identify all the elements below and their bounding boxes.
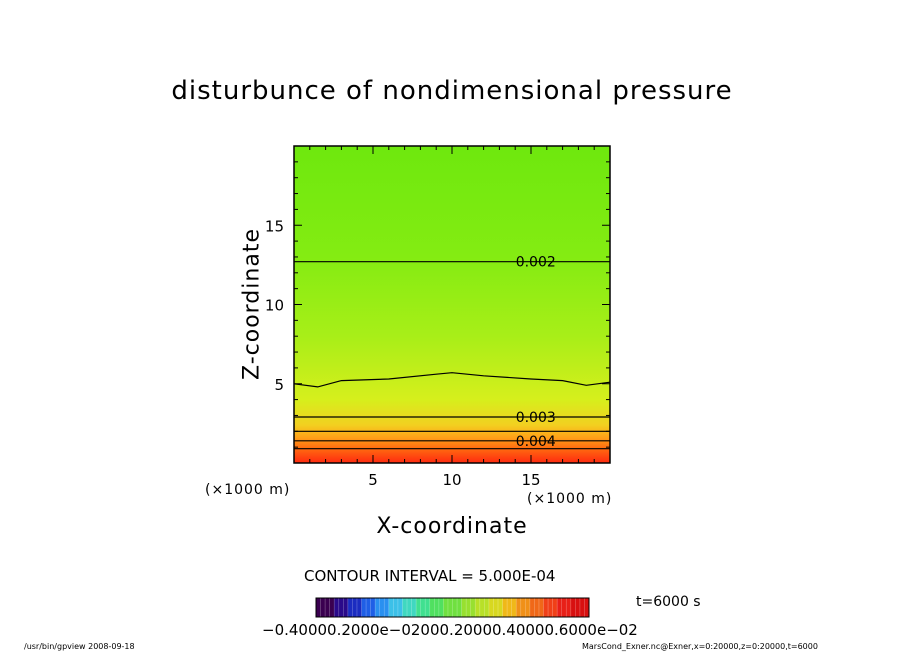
colorbar-swatch-27 bbox=[438, 598, 444, 617]
y-tick-label-15: 15 bbox=[265, 217, 284, 235]
colorbar-swatch-45 bbox=[520, 598, 526, 617]
colorbar-swatch-29 bbox=[447, 598, 453, 617]
colorbar-swatch-13 bbox=[375, 598, 380, 617]
colorbar-swatch-32 bbox=[461, 598, 467, 617]
colorbar-swatch-10 bbox=[361, 598, 367, 617]
colorbar-swatch-50 bbox=[543, 598, 549, 617]
y-tick-label-10: 10 bbox=[265, 297, 284, 315]
colorbar-swatch-20 bbox=[407, 598, 412, 617]
colorbar-swatch-15 bbox=[384, 598, 390, 617]
colorbar-swatch-12 bbox=[370, 598, 376, 617]
colorbar-swatch-5 bbox=[338, 598, 344, 617]
colorbar-swatch-6 bbox=[343, 598, 349, 617]
contour-field bbox=[294, 146, 610, 463]
contour-label-4: 0.004 bbox=[516, 434, 556, 450]
colorbar-swatch-14 bbox=[379, 598, 385, 617]
colorbar-swatch-17 bbox=[393, 598, 399, 617]
colorbar-swatch-34 bbox=[470, 598, 476, 617]
colorbar-swatch-42 bbox=[507, 598, 512, 617]
colorbar-swatch-52 bbox=[552, 598, 558, 617]
x-axis-label-text: X-coordinate bbox=[376, 514, 528, 539]
colorbar-swatch-3 bbox=[329, 598, 335, 617]
colorbar-swatch-28 bbox=[443, 598, 449, 617]
chart-title: disturbunce of nondimensional pressure bbox=[171, 76, 733, 106]
colorbar-swatch-25 bbox=[429, 598, 435, 617]
colorbar-swatch-33 bbox=[466, 598, 471, 617]
contour-line-1 bbox=[293, 372, 611, 388]
colorbar-swatch-58 bbox=[579, 598, 585, 617]
x-axis-unit: (×1000 m) bbox=[527, 491, 613, 507]
colorbar-swatch-55 bbox=[566, 598, 572, 617]
colorbar-frame bbox=[315, 597, 590, 618]
colorbar-swatch-4 bbox=[334, 598, 340, 617]
colorbar-swatch-11 bbox=[366, 598, 371, 617]
x-axis-label: X-coordinate bbox=[0, 514, 904, 539]
colorbar-swatch-53 bbox=[557, 598, 562, 617]
colorbar-swatch-36 bbox=[479, 598, 485, 617]
colorbar-swatch-59 bbox=[584, 598, 590, 617]
colorbar-swatch-19 bbox=[402, 598, 408, 617]
x-tick-label-15: 15 bbox=[521, 471, 540, 489]
colorbar-swatch-39 bbox=[493, 598, 499, 617]
contour-label-2: 0.003 bbox=[516, 410, 556, 426]
colorbar-swatch-35 bbox=[475, 598, 481, 617]
contour-interval-text: CONTOUR INTERVAL = 5.000E-04 bbox=[304, 567, 556, 585]
colorbar-swatch-49 bbox=[538, 598, 544, 617]
colorbar-swatch-41 bbox=[502, 598, 508, 617]
footer-right-text: MarsCond_Exner.nc@Exner,x=0:20000,z=0:20… bbox=[582, 642, 818, 651]
colorbar-swatch-21 bbox=[411, 598, 417, 617]
colorbar-swatch-48 bbox=[534, 598, 540, 617]
colorbar-swatch-2 bbox=[325, 598, 330, 617]
colorbar-swatch-37 bbox=[484, 598, 490, 617]
colorbar-swatch-43 bbox=[511, 598, 517, 617]
colorbar-swatch-22 bbox=[416, 598, 421, 617]
x-tick-label-10: 10 bbox=[442, 471, 461, 489]
colorbar-swatch-24 bbox=[425, 598, 431, 617]
colorbar-swatch-38 bbox=[488, 598, 494, 617]
colorbar-swatch-31 bbox=[457, 598, 462, 617]
colorbar-swatch-44 bbox=[516, 598, 522, 617]
colorbar-swatch-16 bbox=[388, 598, 394, 617]
colorbar-swatch-9 bbox=[356, 598, 362, 617]
colorbar-swatch-56 bbox=[570, 598, 576, 617]
x-tick-label-5: 5 bbox=[368, 471, 378, 489]
colorbar-swatch-57 bbox=[575, 598, 581, 617]
colorbar-swatch-51 bbox=[548, 598, 553, 617]
colorbar-swatch-46 bbox=[525, 598, 531, 617]
colorbar-swatch-0 bbox=[316, 598, 321, 617]
footer-left-text: /usr/bin/gpview 2008-09-18 bbox=[24, 642, 135, 651]
colorbar-swatch-26 bbox=[434, 598, 440, 617]
colorbar-swatch-8 bbox=[352, 598, 358, 617]
colorbar-tick-labels: −0.40000.2000e−02000.20000.40000.6000e−0… bbox=[262, 621, 638, 639]
colorbar-swatch-47 bbox=[529, 598, 535, 617]
colorbar-swatch-18 bbox=[397, 598, 403, 617]
colorbar-swatch-30 bbox=[452, 598, 458, 617]
colorbar-swatch-23 bbox=[420, 598, 426, 617]
colorbar-swatch-40 bbox=[498, 598, 503, 617]
colorbar-swatch-7 bbox=[347, 598, 353, 617]
time-label: t=6000 s bbox=[636, 594, 701, 610]
colorbar-swatch-1 bbox=[320, 598, 326, 617]
y-axis-label: Z-coordinate bbox=[239, 228, 265, 380]
contour-label-0: 0.002 bbox=[516, 255, 556, 271]
colorbar-swatch-54 bbox=[561, 598, 567, 617]
y-axis-unit: (×1000 m) bbox=[205, 482, 291, 498]
y-tick-label-5: 5 bbox=[274, 376, 284, 394]
